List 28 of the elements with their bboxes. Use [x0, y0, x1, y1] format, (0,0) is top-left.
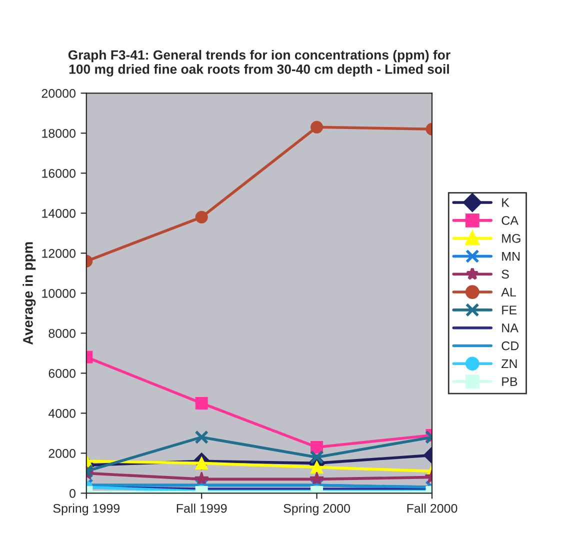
legend-label: ZN	[502, 359, 517, 368]
y-axis-title: Average in ppm	[22, 242, 36, 345]
legend-label: CA	[502, 216, 518, 225]
y-tick-label: 0	[70, 489, 76, 498]
legend-label: PB	[502, 377, 518, 386]
y-tick-label: 6000	[48, 368, 76, 378]
legend-label: S	[502, 270, 509, 279]
y-tick-label: 4000	[48, 408, 76, 418]
y-tick-label: 2000	[48, 448, 76, 458]
x-tick-label: Spring 1999	[53, 504, 120, 516]
legend-label: K	[502, 198, 510, 207]
x-tick-label: Fall 2000	[407, 504, 458, 513]
y-tick-label: 20000	[42, 88, 76, 98]
legend-label: FE	[502, 306, 517, 314]
x-tick-label: Spring 2000	[284, 504, 350, 516]
chart-title: Graph F3-41: General trends for ion concentrations (ppm) for 100 mg dried fine oak roots from 30-40 cm depth - Limed soil	[68, 50, 450, 77]
y-tick-label: 12000	[42, 248, 76, 258]
x-tick-label: Fall 1999	[176, 504, 227, 513]
y-tick-label: 16000	[42, 168, 76, 178]
y-tick-label: 14000	[42, 208, 76, 218]
y-tick-label: 8000	[48, 328, 76, 338]
legend-label: MN	[502, 252, 520, 261]
legend-label: MG	[502, 234, 520, 243]
legend-label: CD	[502, 341, 519, 350]
y-tick-label: 10000	[42, 288, 76, 298]
legend-label: AL	[501, 288, 516, 296]
y-tick-label: 18000	[42, 128, 76, 138]
legend-label: NA	[502, 324, 518, 332]
